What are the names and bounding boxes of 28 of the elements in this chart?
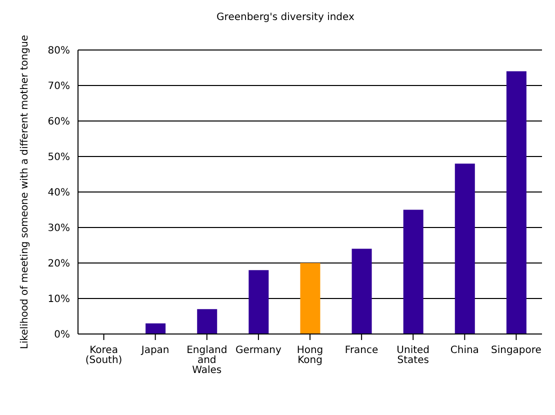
bar xyxy=(300,263,320,334)
bar xyxy=(454,164,475,334)
y-tick-label: 40% xyxy=(48,188,70,199)
bar xyxy=(506,71,526,334)
y-tick-label: 0% xyxy=(54,330,70,341)
bar xyxy=(146,323,166,334)
x-tick-label: United States xyxy=(396,345,430,366)
chart-title: Greenberg's diversity index xyxy=(216,12,356,23)
bar xyxy=(248,270,269,334)
y-tick-label: 30% xyxy=(48,223,70,234)
x-tick-label: France xyxy=(344,345,378,356)
y-tick-label: 80% xyxy=(48,46,70,57)
y-tick-label: 70% xyxy=(48,81,70,92)
x-tick-label: Japan xyxy=(140,345,170,356)
y-tick-label: 50% xyxy=(48,152,70,164)
y-tick-label: 60% xyxy=(48,116,70,128)
y-tick-label: 20% xyxy=(48,258,70,270)
y-tick-label: 10% xyxy=(48,294,70,306)
x-tick-label: England and Wales xyxy=(186,345,228,376)
x-tick-label: Korea (South) xyxy=(85,345,122,366)
bar xyxy=(352,248,372,334)
x-tick-label: China xyxy=(450,345,479,356)
bar xyxy=(197,309,218,334)
y-axis-title: Likelihood of meeting someone with a different mother tongue xyxy=(20,34,31,350)
bar xyxy=(403,210,424,334)
x-tick-label: Hong Kong xyxy=(296,345,324,366)
x-tick-label: Singapore xyxy=(490,345,542,356)
x-tick-label: Germany xyxy=(235,345,282,356)
